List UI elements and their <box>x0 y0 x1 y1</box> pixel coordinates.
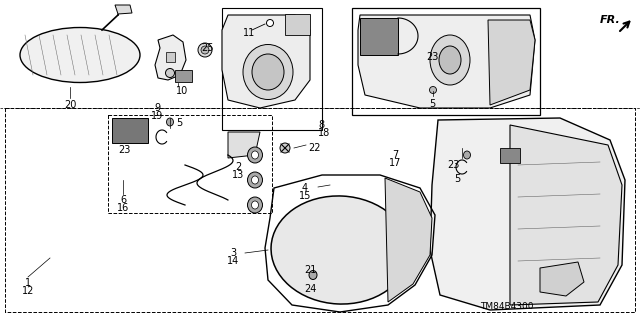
Text: 8: 8 <box>318 120 324 130</box>
Text: 19: 19 <box>151 111 163 121</box>
Polygon shape <box>155 35 186 80</box>
Text: 14: 14 <box>227 256 239 266</box>
Ellipse shape <box>198 43 212 57</box>
Text: 10: 10 <box>176 86 188 96</box>
Polygon shape <box>358 15 535 108</box>
Polygon shape <box>228 132 260 158</box>
Ellipse shape <box>266 19 273 26</box>
Text: 18: 18 <box>318 128 330 138</box>
Text: 5: 5 <box>429 99 435 109</box>
Ellipse shape <box>243 44 293 100</box>
Text: 9: 9 <box>154 103 160 113</box>
Ellipse shape <box>248 172 262 188</box>
Ellipse shape <box>252 176 259 184</box>
Ellipse shape <box>429 86 436 93</box>
Text: TM84B4300: TM84B4300 <box>480 302 534 311</box>
Polygon shape <box>166 52 175 62</box>
Polygon shape <box>385 178 432 302</box>
Ellipse shape <box>166 69 175 78</box>
Ellipse shape <box>430 35 470 85</box>
Text: 13: 13 <box>232 170 244 180</box>
Text: 6: 6 <box>120 195 126 205</box>
Ellipse shape <box>248 147 262 163</box>
Polygon shape <box>285 14 310 35</box>
Ellipse shape <box>252 201 259 209</box>
Text: 16: 16 <box>117 203 129 213</box>
Text: 3: 3 <box>230 248 236 258</box>
Text: 4: 4 <box>302 183 308 193</box>
Text: 23: 23 <box>447 160 460 170</box>
Text: 12: 12 <box>22 286 34 296</box>
Polygon shape <box>540 262 584 296</box>
Text: FR.: FR. <box>600 15 621 25</box>
Text: 24: 24 <box>304 284 316 294</box>
Text: 23: 23 <box>426 52 438 62</box>
Text: 7: 7 <box>392 150 398 160</box>
Polygon shape <box>175 70 192 82</box>
Polygon shape <box>222 15 310 108</box>
Ellipse shape <box>201 46 209 54</box>
Ellipse shape <box>439 46 461 74</box>
Ellipse shape <box>20 27 140 83</box>
Ellipse shape <box>252 151 259 159</box>
Text: 25: 25 <box>202 43 214 53</box>
Text: 2: 2 <box>235 162 241 172</box>
Text: 1: 1 <box>25 278 31 288</box>
Polygon shape <box>115 5 132 14</box>
Text: 23: 23 <box>118 145 131 155</box>
Text: 17: 17 <box>389 158 401 168</box>
Text: 15: 15 <box>299 191 311 201</box>
Text: 22: 22 <box>308 143 321 153</box>
Polygon shape <box>510 125 622 305</box>
Ellipse shape <box>166 118 173 126</box>
Ellipse shape <box>271 196 409 304</box>
Ellipse shape <box>252 54 284 90</box>
Polygon shape <box>430 118 625 310</box>
Text: 11: 11 <box>243 28 255 38</box>
Text: 5: 5 <box>454 174 460 184</box>
Polygon shape <box>360 18 398 55</box>
Ellipse shape <box>280 143 290 153</box>
Polygon shape <box>488 20 535 105</box>
Ellipse shape <box>309 271 317 279</box>
Polygon shape <box>112 118 148 143</box>
Text: 20: 20 <box>64 100 76 110</box>
Polygon shape <box>500 148 520 163</box>
Ellipse shape <box>248 197 262 213</box>
Text: 21: 21 <box>304 265 316 275</box>
Text: 5: 5 <box>176 118 182 128</box>
Ellipse shape <box>463 151 470 159</box>
